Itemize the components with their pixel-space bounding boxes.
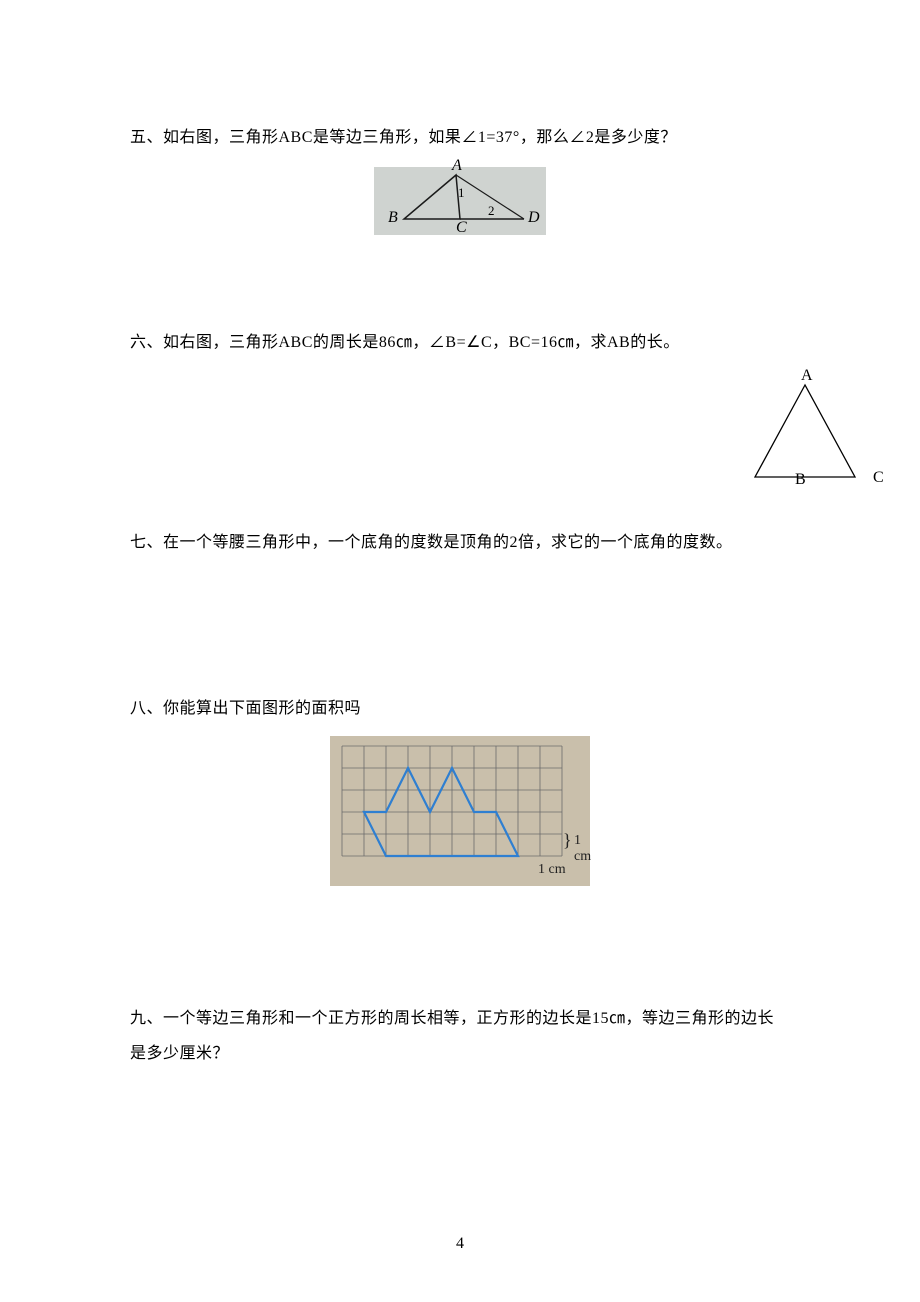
q5-label-b: B	[388, 209, 398, 227]
question-5-text: 五、如右图，三角形ABC是等边三角形，如果∠1=37°，那么∠2是多少度？	[130, 120, 790, 155]
q5-figure: A B C D 1 2	[374, 167, 546, 235]
page: 五、如右图，三角形ABC是等边三角形，如果∠1=37°，那么∠2是多少度？ A …	[0, 0, 920, 1071]
q6-label-c: C	[873, 469, 884, 487]
q8-y-unit-label: 1 cm	[574, 833, 591, 865]
q6-figure: A B C	[735, 377, 895, 497]
question-7-text: 七、在一个等腰三角形中，一个底角的度数是顶角的2倍，求它的一个底角的度数。	[130, 525, 790, 560]
q6-triangle-abc	[755, 385, 855, 477]
q6-block: 六、如右图，三角形ABC的周长是86㎝，∠B=∠C，BC=16㎝，求AB的长。 …	[130, 325, 790, 360]
q6-label-b: B	[795, 471, 806, 489]
question-9-text: 九、一个等边三角形和一个正方形的周长相等，正方形的边长是15㎝，等边三角形的边长…	[130, 1001, 790, 1071]
page-number: 4	[0, 1235, 920, 1253]
q8-figure: } 1 cm 1 cm	[330, 736, 590, 886]
q5-angle1-label: 1	[458, 185, 465, 201]
q8-x-unit-label: 1 cm	[538, 862, 566, 878]
question-8-text: 八、你能算出下面图形的面积吗	[130, 691, 790, 726]
q6-triangle-svg	[735, 377, 895, 497]
q5-label-a: A	[452, 157, 462, 175]
q6-label-a: A	[801, 367, 813, 385]
q5-triangle-abc	[404, 175, 460, 219]
q5-label-d: D	[528, 209, 540, 227]
q5-angle2-label: 2	[488, 203, 495, 219]
q8-brace-icon: }	[563, 830, 572, 851]
q5-label-c: C	[456, 219, 467, 237]
question-6-text: 六、如右图，三角形ABC的周长是86㎝，∠B=∠C，BC=16㎝，求AB的长。	[130, 325, 790, 360]
